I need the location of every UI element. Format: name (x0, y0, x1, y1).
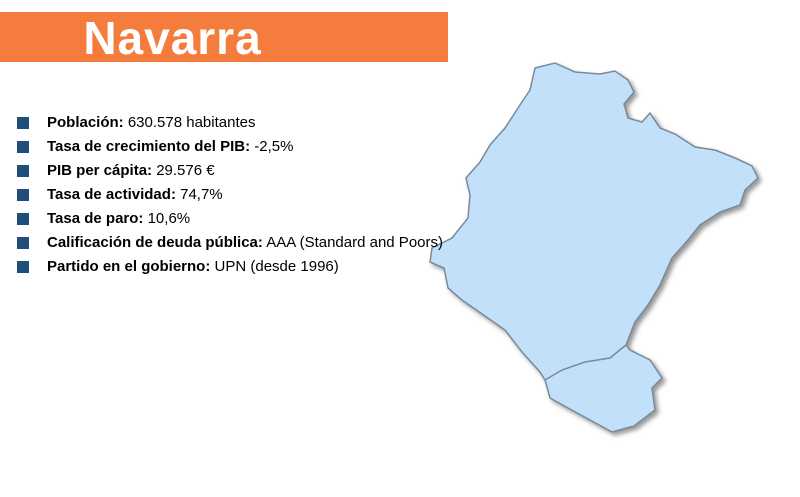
region-shape (429, 62, 759, 433)
fact-value: UPN (desde 1996) (214, 258, 339, 275)
fact-label: Población: (47, 114, 124, 131)
bullet (17, 261, 29, 273)
fact-item: Tasa de crecimiento del PIB: -2,5% (17, 136, 443, 160)
fact-label: Partido en el gobierno: (47, 258, 211, 275)
fact-item: Partido en el gobierno: UPN (desde 1996) (17, 256, 443, 280)
fact-value: 74,7% (180, 186, 223, 203)
fact-item: Población: 630.578 habitantes (17, 112, 443, 136)
fact-item: Tasa de actividad: 74,7% (17, 184, 443, 208)
bullet (17, 117, 29, 129)
fact-label: PIB per cápita: (47, 162, 153, 179)
fact-item: Calificación de deuda pública: AAA (Stan… (17, 232, 443, 256)
fact-label: Tasa de actividad: (47, 186, 176, 203)
fact-value: AAA (Standard and Poors) (266, 234, 443, 251)
fact-list: Población: 630.578 habitantes Tasa de cre… (17, 112, 443, 280)
fact-item: PIB per cápita: 29.576 € (17, 160, 443, 184)
bullet (17, 237, 29, 249)
fact-value: -2,5% (254, 138, 294, 155)
bullet (17, 213, 29, 225)
fact-value: 10,6% (147, 210, 191, 227)
fact-value: 630.578 habitantes (127, 114, 256, 131)
title-banner (0, 12, 448, 62)
bullet (17, 141, 29, 153)
title: Navarra (83, 12, 262, 64)
fact-label: Calificación de deuda pública: (47, 234, 263, 251)
fact-value: 29.576 € (156, 162, 215, 179)
fact-item: Tasa de paro: 10,6% (17, 208, 443, 232)
bullet (17, 165, 29, 177)
fact-label: Tasa de paro: (47, 210, 144, 227)
bullet (17, 189, 29, 201)
fact-label: Tasa de crecimiento del PIB: (47, 138, 251, 155)
